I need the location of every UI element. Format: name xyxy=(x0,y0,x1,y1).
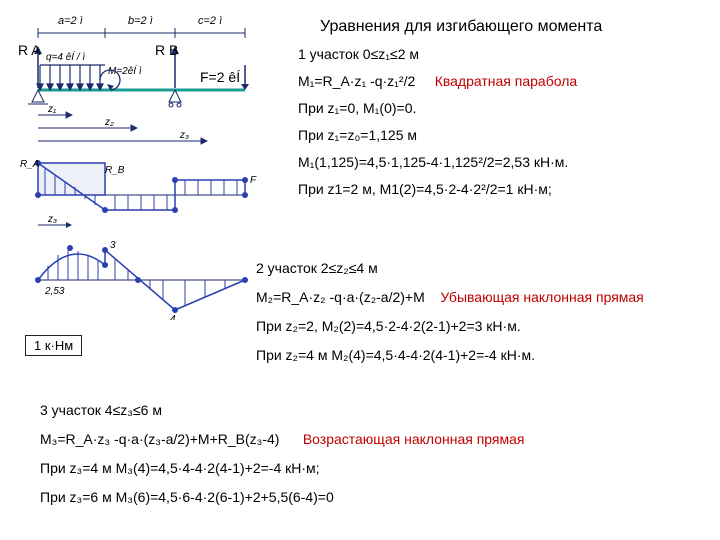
s2-l1: 2 участок 2≤z₂≤4 м xyxy=(256,258,716,279)
s3-l2b: Возрастающая наклонная прямая xyxy=(303,431,525,447)
dim-a: a=2 ì xyxy=(58,15,83,27)
v253: 2,53 xyxy=(44,286,65,297)
page-title: Уравнения для изгибающего момента xyxy=(320,18,602,36)
F-label: F=2 êÍ xyxy=(200,69,240,85)
s1-l1: 1 участок 0≤z₁≤2 м xyxy=(298,44,708,65)
s1-l2b: Квадратная парабола xyxy=(435,73,577,89)
s3-l1: 3 участок 4≤z₃≤6 м xyxy=(40,400,700,421)
s2-l3: При z₂=2, M₂(2)=4,5·2-4·2(2-1)+2=3 кН·м. xyxy=(256,316,716,337)
s1-l3: При z₁=0, M₁(0)=0. xyxy=(298,98,708,119)
section-3: 3 участок 4≤z₃≤6 м M₃=R_A·z₃ -q·a·(z₃-a/… xyxy=(40,400,700,508)
s2-l2b: Убывающая наклонная прямая xyxy=(440,289,643,305)
z1-label: z₁ xyxy=(47,104,56,115)
section-1: 1 участок 0≤z₁≤2 м M₁=R_A·z₁ -q·z₁²/2 Кв… xyxy=(298,44,708,200)
q-label: q=4 êÍ / ì xyxy=(46,50,85,63)
z3b-label: z₃ xyxy=(47,214,57,225)
s2-l2a: M₂=R_A·z₂ -q·a·(z₂-a/2)+M xyxy=(256,289,425,305)
dim-b: b=2 ì xyxy=(128,15,153,27)
F2-label: F xyxy=(250,175,257,186)
RA-label: R A xyxy=(18,42,41,58)
legend-box: 1 к·Нм xyxy=(25,335,82,356)
s1-l5: M₁(1,125)=4,5·1,125-4·1,125²/2=2,53 кН·м… xyxy=(298,152,708,173)
s1-l6: При z1=2 м, M1(2)=4,5·2-4·2²/2=1 кН·м; xyxy=(298,179,708,200)
section-2: 2 участок 2≤z₂≤4 м M₂=R_A·z₂ -q·a·(z₂-a/… xyxy=(256,258,716,366)
v4: 4 xyxy=(170,314,176,320)
s3-l2a: M₃=R_A·z₃ -q·a·(z₃-a/2)+M+R_B(z₃-4) xyxy=(40,431,279,447)
z3-label: z₃ xyxy=(179,130,189,141)
RB2-label: R_B xyxy=(105,165,125,176)
s1-l2a: M₁=R_A·z₁ -q·z₁²/2 xyxy=(298,73,415,89)
z2-label: z₂ xyxy=(104,117,114,128)
s1-l4: При z₁=z₀=1,125 м xyxy=(298,125,708,146)
beam-diagram: a=2 ì b=2 ì c=2 ì q=4 êÍ / ì M=2êÍ ì R A… xyxy=(10,10,270,320)
dim-c: c=2 ì xyxy=(198,15,222,27)
s3-l4: При z₃=6 м M₃(6)=4,5·6-4·2(6-1)+2+5,5(6-… xyxy=(40,487,700,508)
s3-l3: При z₃=4 м M₃(4)=4,5·4-4·2(4-1)+2=-4 кН·… xyxy=(40,458,700,479)
v3: 3 xyxy=(110,240,116,251)
RB-label: R B xyxy=(155,42,178,58)
s2-l4: При z₂=4 м M₂(4)=4,5·4-4·2(4-1)+2=-4 кН·… xyxy=(256,345,716,366)
RA2-label: R_A xyxy=(20,159,40,170)
